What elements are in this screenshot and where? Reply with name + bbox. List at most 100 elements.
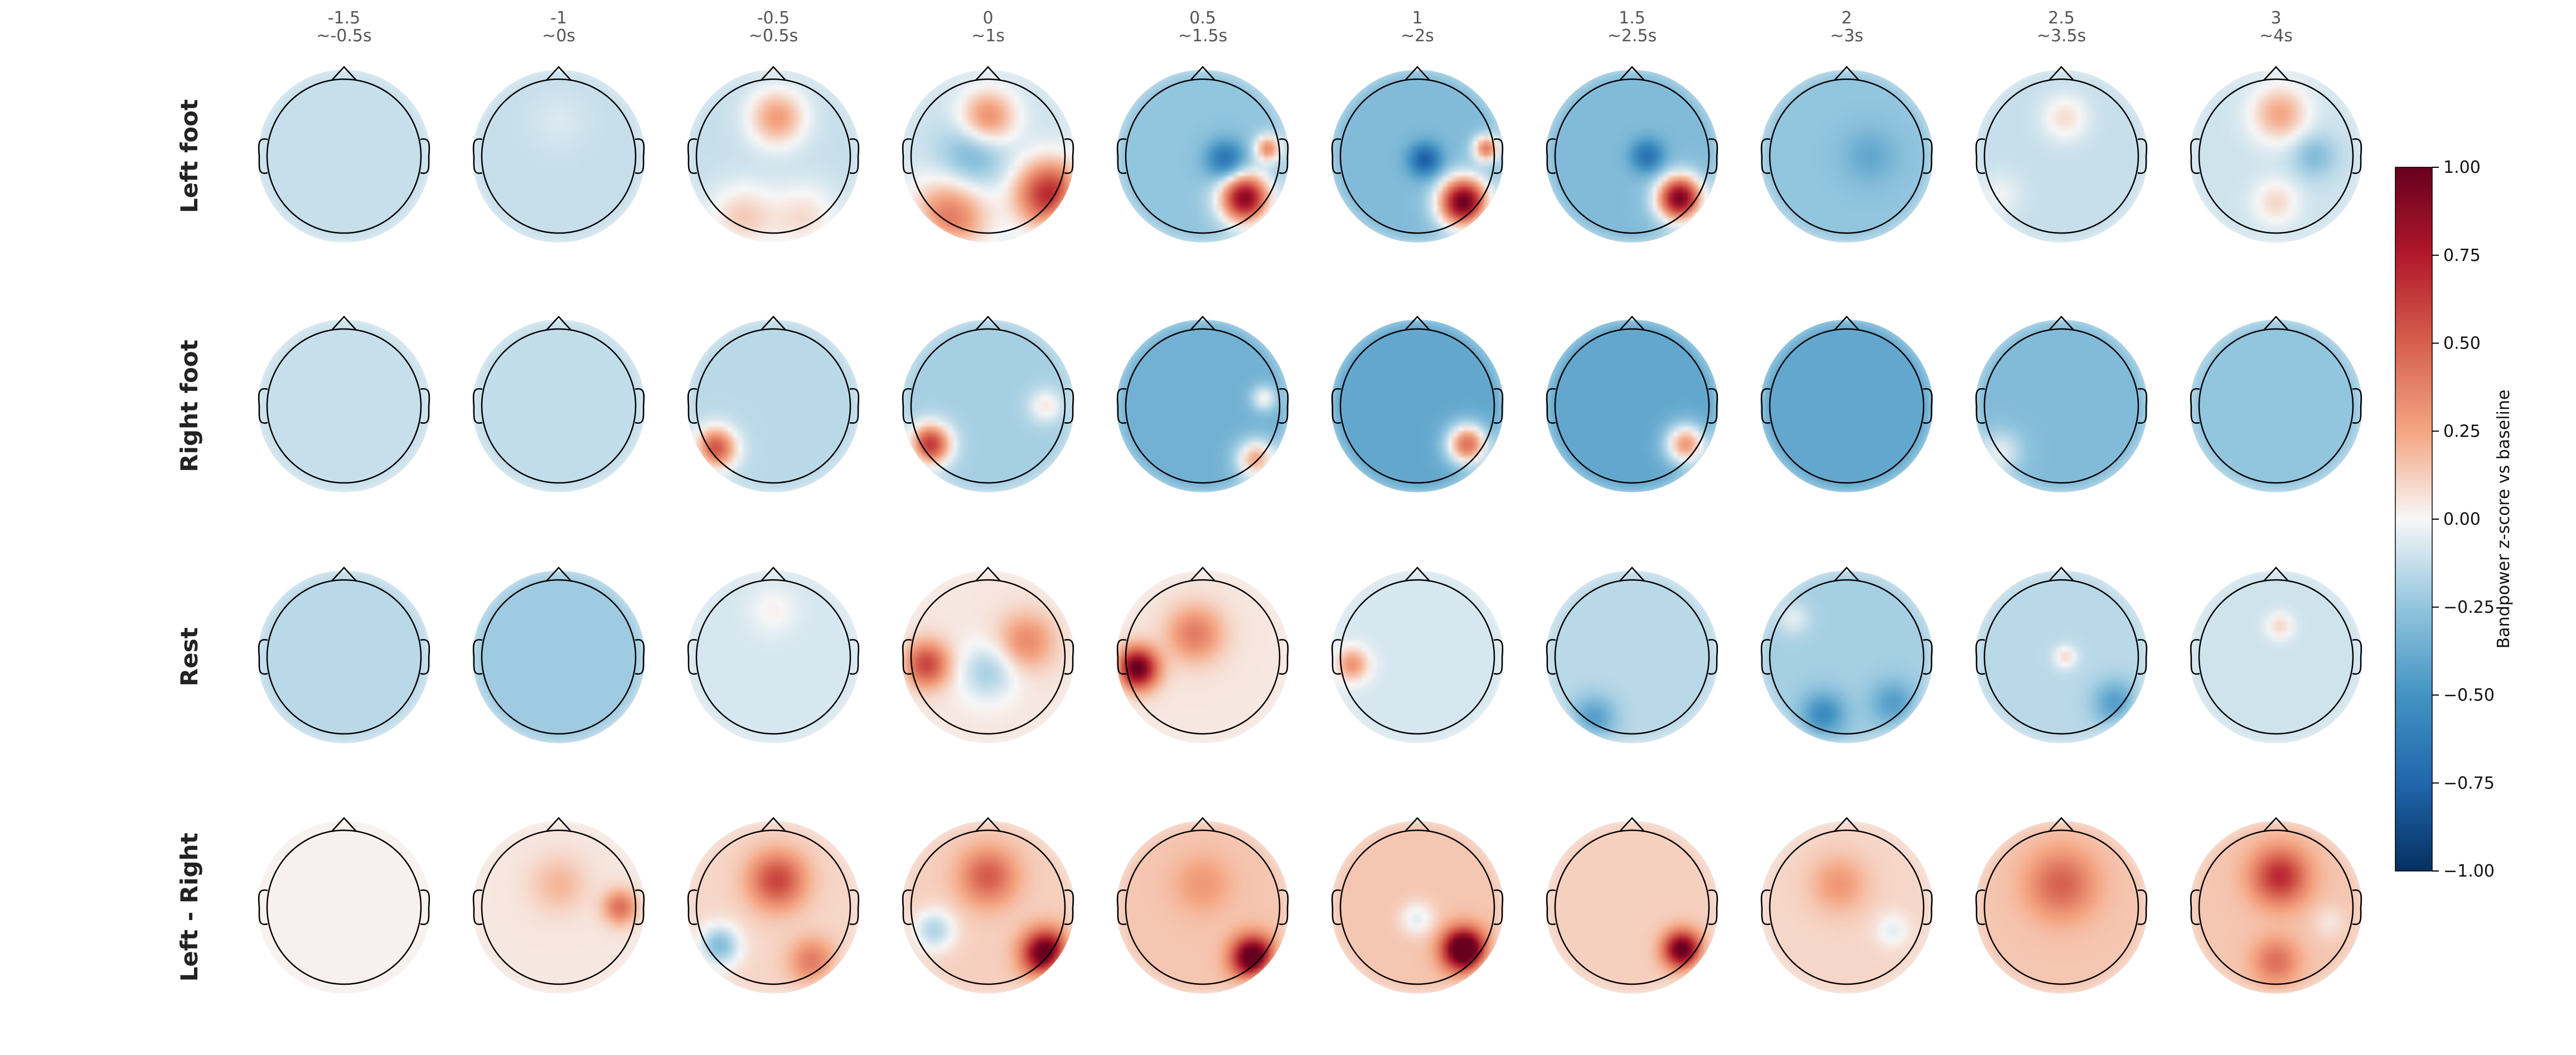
topomap-cell: [1156, 105, 1163, 111]
topomap-cell: [609, 176, 615, 182]
topomap-cell: [328, 191, 335, 197]
topomap-cell: [405, 237, 411, 243]
topomap-cell: [594, 151, 600, 157]
topomap-cell: [819, 207, 825, 212]
topomap-cell: [624, 100, 631, 106]
topomap-cell: [1182, 100, 1188, 106]
topomap-cell: [420, 95, 426, 101]
topomap-cell: [492, 237, 498, 243]
topomap-cell: [263, 141, 268, 147]
topomap-cell: [359, 95, 365, 101]
topomap-cell: [834, 227, 840, 233]
topomap-cell: [523, 181, 529, 187]
topomap-cell: [957, 191, 963, 197]
topomap-cell: [487, 80, 493, 85]
topomap-cell: [619, 70, 626, 75]
topomap-cell: [364, 202, 370, 207]
topomap-cell: [743, 171, 748, 177]
topomap-cell: [768, 232, 774, 238]
topomap-cell: [937, 80, 943, 85]
topomap-cell: [793, 212, 800, 217]
topomap-cell: [733, 207, 738, 212]
topomap-cell: [783, 171, 789, 177]
topomap-cell: [697, 125, 703, 131]
topomap-cell: [477, 105, 483, 111]
topomap-cell: [308, 176, 314, 182]
topomap-cell: [497, 151, 503, 157]
topomap-cell: [564, 222, 569, 228]
topomap-cell: [390, 217, 395, 223]
topomap-cell: [344, 95, 350, 101]
topomap-cell: [957, 100, 963, 106]
topomap-cell: [574, 85, 580, 91]
topomap-cell: [288, 85, 294, 91]
topomap-cell: [687, 237, 693, 243]
topomap-cell: [783, 222, 789, 228]
topomap-cell: [962, 141, 969, 147]
topomap-cell: [283, 237, 289, 243]
topomap-cell: [405, 191, 411, 197]
topomap-cell: [278, 176, 284, 182]
topomap-cell: [395, 146, 400, 152]
topomap-cell: [308, 130, 314, 137]
topomap-cell: [1116, 90, 1122, 96]
topomap-cell: [993, 161, 999, 167]
topomap-cell: [814, 227, 820, 233]
topomap-cell: [640, 237, 645, 243]
topomap-cell: [937, 161, 943, 167]
topomap-cell: [952, 232, 958, 238]
topomap-cell: [733, 227, 738, 233]
topomap-cell: [977, 217, 984, 223]
topomap-cell: [819, 161, 825, 167]
topomap-cell: [788, 90, 795, 96]
topomap-cell: [369, 176, 375, 182]
topomap-cell: [1151, 85, 1158, 91]
topomap-cell: [604, 90, 610, 96]
topomap-cell: [635, 110, 641, 116]
topomap-cell: [687, 176, 693, 182]
topomap-cell: [957, 110, 963, 116]
topomap-cell: [293, 207, 299, 212]
topomap-cell: [1018, 70, 1024, 75]
topomap-cell: [697, 110, 703, 116]
topomap-cell: [922, 95, 928, 101]
topomap-cell: [400, 151, 405, 157]
topomap-cell: [692, 207, 698, 212]
topomap-cell: [405, 186, 411, 192]
topomap-cell: [263, 237, 268, 243]
topomap-cell: [717, 125, 723, 131]
topomap-cell: [814, 166, 820, 172]
topomap-cell: [482, 85, 488, 91]
topomap-cell: [543, 227, 549, 233]
topomap-cell: [395, 141, 400, 147]
topomap-cell: [783, 202, 789, 207]
topomap-cell: [1018, 191, 1024, 197]
topomap-cell: [753, 70, 759, 75]
topomap-cell: [793, 120, 800, 126]
topomap-cell: [854, 161, 860, 167]
topomap-cell: [768, 186, 774, 192]
topomap-cell: [778, 90, 784, 96]
topomap-cell: [829, 151, 835, 157]
topomap-cell: [854, 191, 860, 197]
topomap: [902, 66, 1074, 243]
topomap-cell: [692, 151, 698, 157]
topomap-cell: [543, 95, 549, 101]
topomap-cell: [788, 227, 795, 233]
topomap-cell: [548, 100, 554, 106]
topomap-cell: [288, 186, 294, 192]
topomap-cell: [814, 85, 820, 91]
topomap-cell: [783, 161, 789, 167]
topomap-cell: [425, 115, 430, 121]
topomap-cell: [982, 161, 989, 167]
topomap-cell: [338, 146, 345, 152]
topomap-cell: [599, 110, 605, 116]
topomap-cell: [338, 166, 345, 172]
topomap-cell: [344, 202, 350, 207]
topomap-cell: [507, 232, 514, 238]
topomap-cell: [972, 161, 979, 167]
topomap-cell: [778, 227, 784, 233]
topomap-cell: [1003, 212, 1009, 217]
topomap-cell: [1197, 75, 1203, 80]
topomap-cell: [543, 212, 549, 217]
